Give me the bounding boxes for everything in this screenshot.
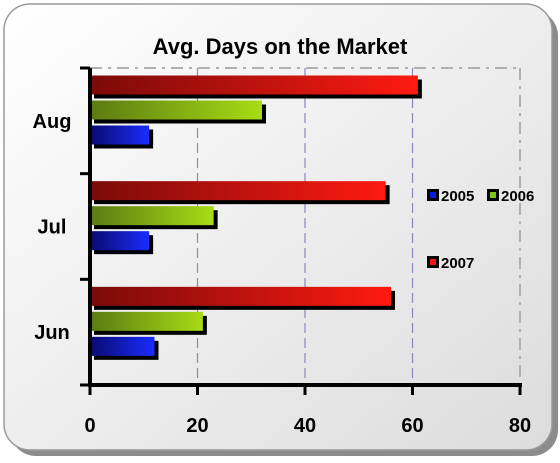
bars (90, 75, 422, 360)
y-tick-label: Aug (33, 111, 72, 133)
bar (90, 125, 150, 145)
bar (90, 100, 262, 120)
bar (90, 336, 155, 356)
bar (90, 286, 391, 306)
x-tick-label: 60 (401, 415, 423, 437)
axis-ticks: 0 20 40 60 80 Aug Jul Jun (33, 66, 531, 437)
bar (90, 311, 203, 331)
chart-title: Avg. Days on the Market (153, 34, 408, 59)
legend-label: 2006 (501, 188, 534, 205)
x-tick-label: 0 (84, 415, 95, 437)
y-tick-label: Jul (38, 217, 67, 239)
bar (90, 206, 214, 226)
bar (90, 75, 418, 95)
x-tick-label: 80 (509, 415, 531, 437)
legend-label: 2005 (441, 188, 474, 205)
bar (90, 231, 150, 251)
x-tick-label: 20 (186, 415, 208, 437)
legend-swatch (430, 192, 436, 198)
legend-swatch (490, 192, 496, 198)
y-tick-label: Jun (34, 322, 70, 344)
bar (90, 181, 386, 201)
legend-swatch (430, 259, 436, 265)
legend-label: 2007 (441, 255, 474, 272)
x-tick-label: 40 (294, 415, 316, 437)
legend: 2005 2006 2007 (427, 188, 534, 272)
